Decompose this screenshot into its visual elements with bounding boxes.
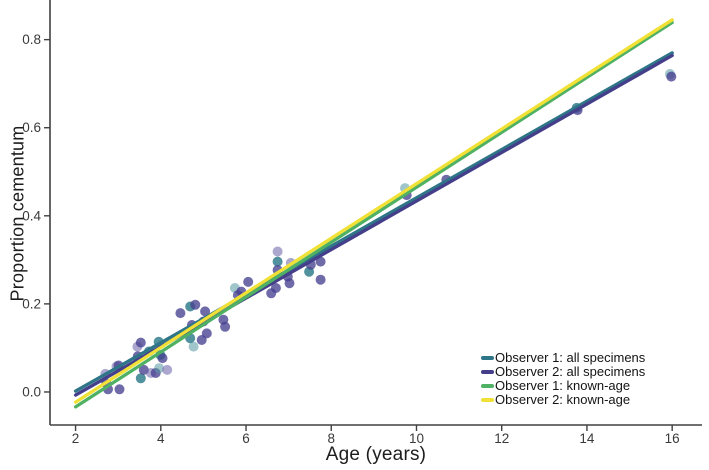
data-point xyxy=(190,299,201,310)
regression-line xyxy=(73,20,674,409)
legend-item: Observer 2: all specimens xyxy=(481,365,645,379)
regression-line xyxy=(73,18,674,404)
x-tick-label: 6 xyxy=(242,431,250,446)
data-point xyxy=(200,306,211,317)
legend-label: Observer 1: known-age xyxy=(495,378,631,393)
data-point xyxy=(154,363,165,374)
legend-swatch-icon xyxy=(481,356,494,360)
y-tick-label: 0.8 xyxy=(22,32,41,47)
y-tick-label: 0.2 xyxy=(22,296,41,311)
data-point xyxy=(220,321,231,332)
data-point xyxy=(157,353,168,364)
data-point xyxy=(272,246,283,257)
y-axis-title: Proportion cementum xyxy=(7,125,28,302)
legend-label: Observer 1: all specimens xyxy=(495,350,646,365)
data-point xyxy=(162,364,173,375)
legend-label: Observer 2: known-age xyxy=(495,392,631,407)
y-tick-label: 0.6 xyxy=(22,120,41,135)
data-point xyxy=(270,283,281,293)
legend-label: Observer 2: all specimens xyxy=(495,364,646,379)
legend-item: Observer 2: known-age xyxy=(481,393,645,407)
x-tick-label: 16 xyxy=(665,431,680,446)
x-tick-label: 14 xyxy=(579,431,595,446)
legend-item: Observer 1: all specimens xyxy=(481,351,645,365)
legend-item: Observer 1: known-age xyxy=(481,379,645,393)
data-point xyxy=(188,341,199,352)
y-tick-label: 0.4 xyxy=(22,208,41,223)
data-point xyxy=(666,71,677,82)
data-point xyxy=(315,274,326,285)
x-axis-title: Age (years) xyxy=(325,444,427,465)
y-tick-label: 0.0 xyxy=(22,384,41,399)
data-point xyxy=(135,337,146,348)
data-point xyxy=(175,308,186,319)
data-point xyxy=(315,256,326,267)
legend-swatch-icon xyxy=(481,370,494,374)
legend-swatch-icon xyxy=(481,398,494,402)
x-tick-label: 4 xyxy=(157,431,165,446)
data-point xyxy=(272,256,283,267)
data-point xyxy=(284,278,295,289)
x-tick-label: 8 xyxy=(327,431,335,446)
regression-line xyxy=(73,51,674,393)
data-point xyxy=(114,384,125,395)
x-tick-label: 2 xyxy=(72,431,80,446)
legend-swatch-icon xyxy=(481,384,494,388)
x-tick-label: 10 xyxy=(409,431,424,446)
data-point xyxy=(135,373,146,384)
x-tick-label: 12 xyxy=(494,431,509,446)
legend: Observer 1: all specimens Observer 2: all… xyxy=(481,351,645,407)
data-point xyxy=(243,276,254,287)
data-point xyxy=(201,328,212,339)
